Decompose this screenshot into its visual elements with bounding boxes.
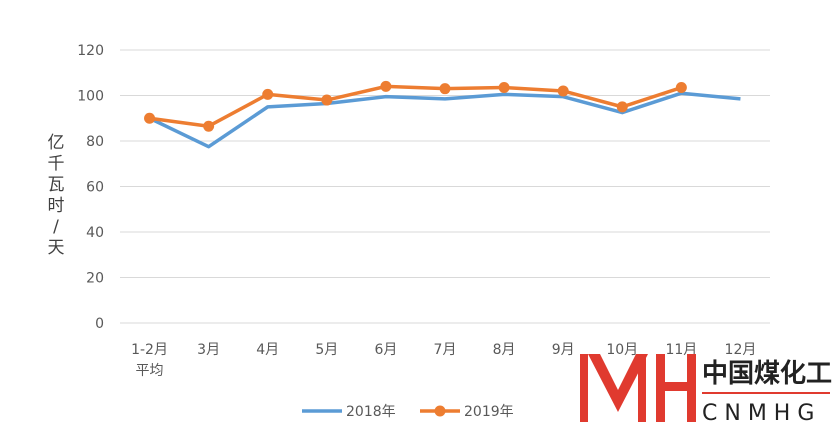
legend-marker [434, 405, 446, 417]
logo-english-text: CNMHG [702, 401, 821, 426]
y-axis-label-char: 千 [48, 154, 65, 174]
y-axis-label-char: / [53, 217, 59, 237]
x-tick-label: 12月 [725, 342, 757, 358]
data-point [144, 112, 156, 124]
x-tick-label: 9月 [552, 342, 575, 358]
y-axis-label-char: 时 [48, 196, 65, 216]
x-tick-label: 7月 [434, 342, 457, 358]
data-point [675, 82, 687, 94]
y-axis-ticks: 0 20 40 60 80 100 120 [77, 43, 104, 332]
x-tick-label: 1-2月平均 [131, 342, 168, 379]
x-tick-label: 8月 [493, 342, 516, 358]
x-tick-label: 6月 [374, 342, 397, 358]
y-axis-label-char: 瓦 [48, 175, 65, 195]
data-point [557, 85, 569, 97]
y-axis-label-char: 亿 [48, 133, 65, 153]
legend: 2018年 2019年 [302, 404, 514, 420]
y-tick-label: 0 [95, 316, 104, 332]
logo-divider [702, 392, 830, 394]
series-line [149, 84, 682, 128]
y-tick-label: 80 [86, 134, 104, 150]
legend-label: 2018年 [346, 404, 396, 420]
series-lines [144, 80, 741, 149]
legend-label: 2019年 [464, 404, 514, 420]
x-tick-label: 4月 [256, 342, 279, 358]
data-point [439, 83, 451, 95]
y-tick-label: 60 [86, 180, 104, 196]
data-point [321, 94, 333, 106]
x-tick-label: 10月 [606, 342, 638, 358]
series-0 [148, 91, 741, 149]
logo-chinese-text: 中国煤化工 [702, 359, 832, 389]
x-tick-label: 5月 [315, 342, 338, 358]
x-tick-label: 3月 [197, 342, 220, 358]
series-line [148, 91, 741, 149]
y-tick-label: 40 [86, 225, 104, 241]
data-point [380, 80, 392, 92]
y-tick-label: 20 [86, 271, 104, 287]
y-tick-label: 100 [77, 89, 104, 105]
cnmhg-logo: 中国煤化工 CNMHG [580, 354, 832, 426]
data-point [262, 88, 274, 100]
gridlines [120, 49, 770, 324]
series-1 [144, 80, 687, 132]
data-point [203, 120, 215, 132]
logo-mark [580, 354, 696, 422]
data-point [498, 82, 510, 94]
data-point [616, 101, 628, 113]
y-tick-label: 120 [77, 43, 104, 59]
y-axis-label-char: 天 [48, 238, 65, 258]
